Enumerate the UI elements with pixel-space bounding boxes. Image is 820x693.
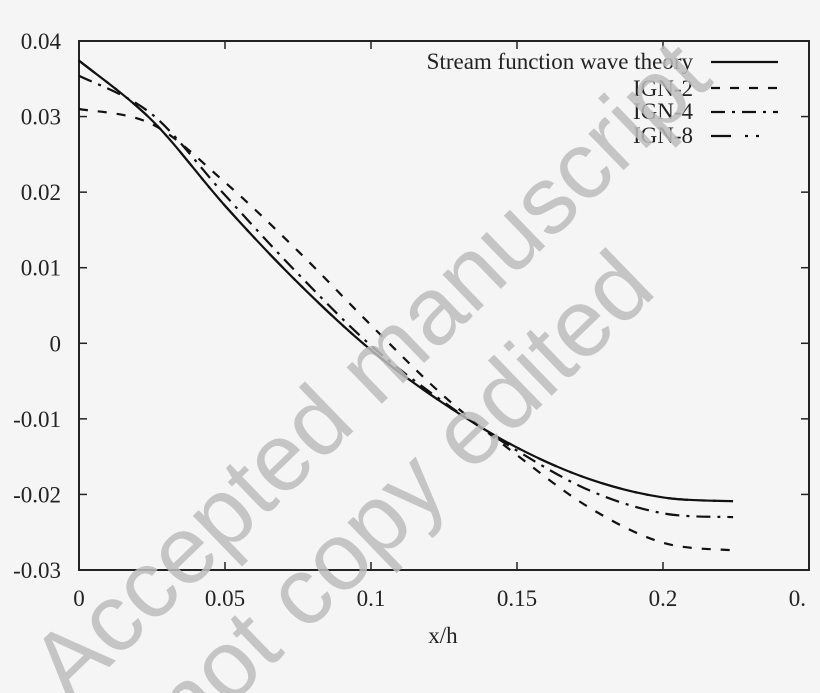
watermark: Accepted manuscript not copy edited: [10, 20, 729, 693]
series-ign-4-line: [78, 74, 734, 519]
plot-frame: [78, 40, 810, 571]
legend-label-ign8: IGN-8: [633, 123, 693, 148]
series-group: [78, 59, 734, 552]
y-tick-label: 0: [50, 331, 62, 356]
y-tick-label: 0.04: [21, 29, 62, 54]
series-ign-2-line: [78, 107, 734, 552]
x-tick-label: 0.05: [205, 586, 245, 611]
y-tick-label: -0.03: [13, 558, 61, 583]
x-axis: 0 0.05 0.1 0.15 0.2 0.: [73, 41, 810, 611]
y-tick-label: -0.01: [13, 407, 61, 432]
x-tick-label: 0.2: [649, 586, 678, 611]
legend-label-ign4: IGN-4: [633, 99, 694, 124]
y-axis: -0.03 -0.02 -0.01 0 0.01 0.02 0.03 0.04: [13, 29, 809, 583]
y-tick-label: 0.03: [21, 105, 61, 130]
y-tick-label: 0.01: [21, 256, 61, 281]
legend-label-stream: Stream function wave theory: [427, 49, 694, 74]
legend-label-ign2: IGN-2: [633, 76, 693, 101]
x-tick-label: 0.15: [497, 586, 537, 611]
x-tick-label: 0.1: [357, 586, 386, 611]
series-ign-8-line: [78, 59, 734, 503]
y-tick-label: 0.02: [21, 180, 61, 205]
legend: Stream function wave theory IGN-2 IGN-4 …: [427, 49, 778, 148]
x-tick-label: 0: [73, 586, 85, 611]
y-tick-label: -0.02: [13, 482, 61, 507]
x-tick-label: 0.: [789, 586, 806, 611]
x-axis-label: x/h: [428, 623, 458, 648]
